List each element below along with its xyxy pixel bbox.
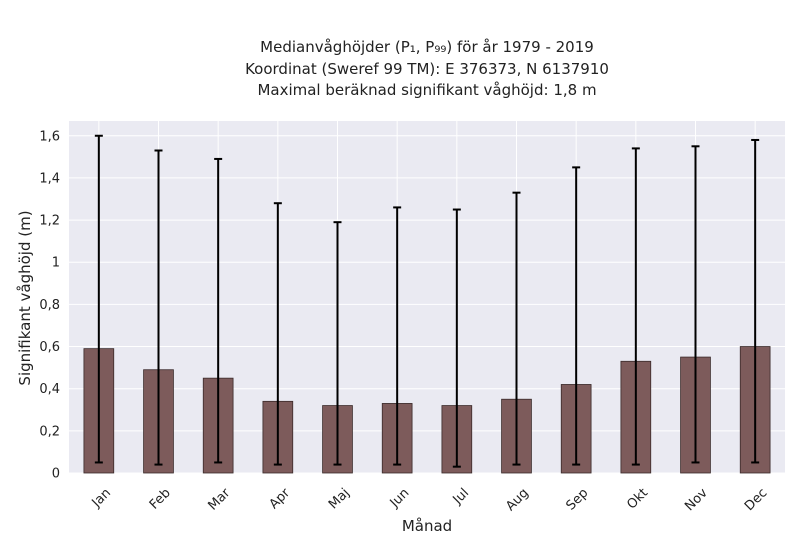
y-tick-label: 1,2 — [39, 214, 60, 229]
y-tick-label: 1 — [52, 256, 60, 271]
title-line-2: Koordinat (Sweref 99 TM): E 376373, N 61… — [245, 60, 609, 78]
x-tick-labels: Jan Feb Mar Apr Maj Jun Jul Aug Sep Okt Nov Dec — [89, 485, 771, 514]
y-tick-label: 0,2 — [39, 424, 60, 439]
x-tick-label: Apr — [267, 485, 294, 512]
y-tick-label: 0,4 — [39, 382, 60, 397]
title-line-3: Maximal beräknad signifikant våghöjd: 1,… — [257, 81, 596, 99]
y-tick-label: 0,8 — [39, 298, 60, 313]
x-axis-label: Månad — [402, 517, 452, 535]
x-tick-label: Jul — [450, 486, 472, 508]
x-tick-label: Maj — [326, 486, 353, 513]
chart-title: Medianvåghöjder (P₁, P₉₉) för år 1979 - … — [245, 38, 609, 99]
x-tick-label: Dec — [742, 486, 770, 514]
x-tick-label: Jun — [387, 486, 413, 512]
error-bars — [94, 134, 760, 468]
y-tick-label: 0,6 — [39, 340, 60, 355]
x-tick-label: Okt — [624, 486, 651, 513]
x-tick-label: Sep — [563, 486, 591, 514]
x-tick-label: Nov — [682, 485, 711, 514]
title-line-1: Medianvåghöjder (P₁, P₉₉) för år 1979 - … — [260, 38, 594, 56]
y-tick-label: 0 — [52, 467, 60, 482]
y-tick-labels: 0 0,2 0,4 0,6 0,8 1 1,2 1,4 1,6 — [39, 129, 60, 481]
x-tick-label: Jan — [89, 486, 114, 511]
plot-area — [69, 121, 785, 473]
x-tick-label: Feb — [147, 486, 174, 513]
y-axis-label: Signifikant våghöjd (m) — [16, 210, 34, 385]
x-tick-label: Aug — [503, 486, 532, 515]
y-tick-label: 1,6 — [39, 129, 60, 144]
x-tick-label: Mar — [205, 485, 233, 513]
y-tick-label: 1,4 — [39, 171, 60, 186]
